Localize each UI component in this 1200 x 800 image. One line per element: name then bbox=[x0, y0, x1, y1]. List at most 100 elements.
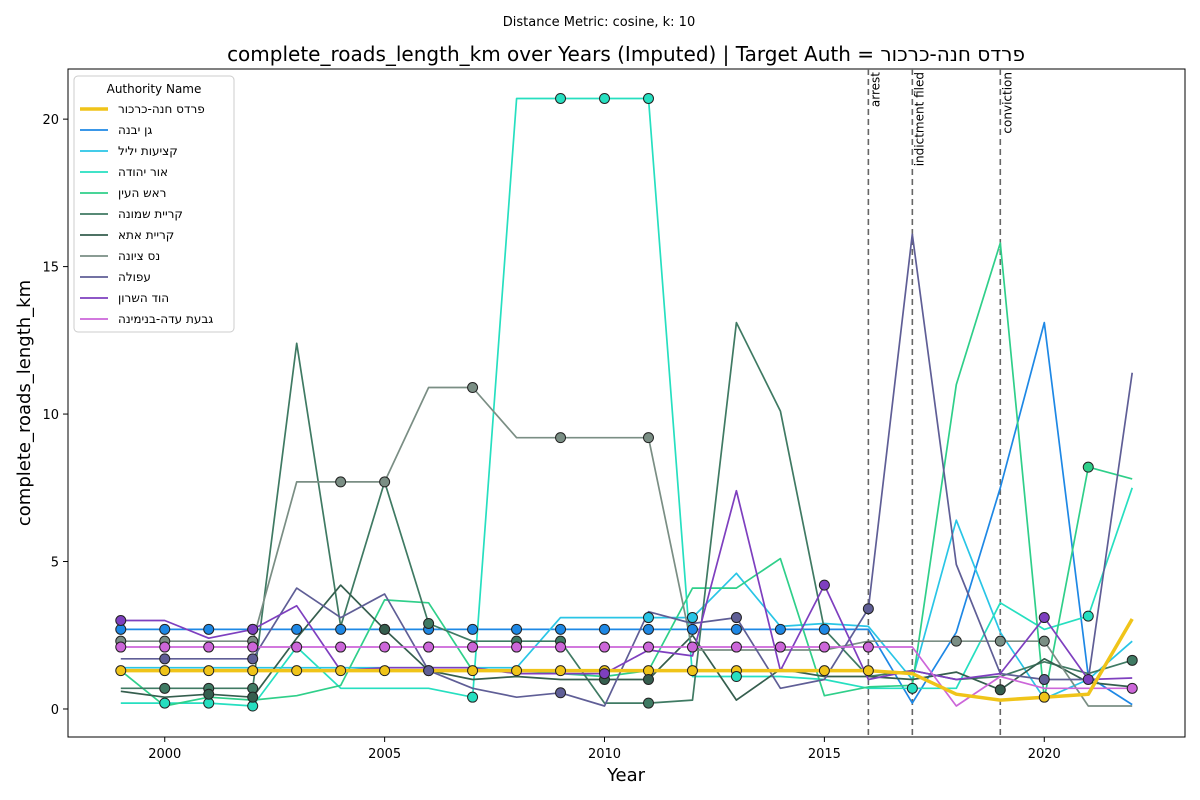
event-label: conviction bbox=[1000, 72, 1014, 134]
data-point bbox=[1038, 691, 1050, 703]
data-point bbox=[159, 653, 171, 665]
series-line bbox=[120, 386, 1133, 707]
y-tick-label: 10 bbox=[42, 408, 59, 423]
legend-title: Authority Name bbox=[107, 82, 202, 96]
data-point bbox=[335, 476, 347, 488]
legend-label: קציעות יליל bbox=[118, 144, 178, 158]
data-point bbox=[511, 665, 523, 677]
series-line bbox=[120, 321, 1133, 706]
data-point bbox=[642, 623, 654, 635]
series-line bbox=[120, 584, 1133, 701]
data-point bbox=[818, 623, 830, 635]
figure-suptitle: Distance Metric: cosine, k: 10 bbox=[503, 15, 695, 30]
data-point bbox=[686, 641, 698, 653]
data-point bbox=[642, 641, 654, 653]
legend: Authority Name פרדס חנה-כרכור גן יבנה קציע… bbox=[73, 75, 235, 333]
data-point bbox=[379, 476, 391, 488]
data-point bbox=[203, 623, 215, 635]
data-point bbox=[555, 641, 567, 653]
legend-label: אור יהודה bbox=[118, 165, 168, 179]
data-point bbox=[599, 641, 611, 653]
data-point bbox=[467, 382, 479, 394]
data-point bbox=[1082, 610, 1094, 622]
data-point bbox=[115, 641, 127, 653]
data-point bbox=[686, 623, 698, 635]
data-point bbox=[511, 623, 523, 635]
data-point bbox=[686, 665, 698, 677]
data-point bbox=[555, 665, 567, 677]
y-tick-label: 5 bbox=[51, 556, 59, 571]
data-point bbox=[994, 635, 1006, 647]
series-line bbox=[120, 618, 1134, 702]
data-point bbox=[115, 615, 127, 627]
legend-label: פרדס חנה-כרכור bbox=[118, 102, 205, 116]
data-point bbox=[247, 665, 259, 677]
data-point bbox=[1126, 682, 1138, 694]
series-line bbox=[120, 489, 1133, 681]
data-point bbox=[115, 665, 127, 677]
data-point bbox=[730, 612, 742, 624]
legend-box bbox=[73, 75, 235, 333]
data-point bbox=[379, 641, 391, 653]
data-point bbox=[159, 665, 171, 677]
data-point bbox=[730, 671, 742, 683]
data-point bbox=[1038, 673, 1050, 685]
data-point bbox=[203, 688, 215, 700]
data-point bbox=[1038, 612, 1050, 624]
data-point bbox=[1082, 673, 1094, 685]
legend-label: קריית אתא bbox=[118, 228, 174, 242]
x-axis: 2000 2005 2010 2015 2020 bbox=[148, 737, 1061, 762]
y-axis-label: complete_roads_length_km bbox=[14, 280, 35, 526]
data-point bbox=[379, 665, 391, 677]
data-point bbox=[555, 92, 567, 104]
legend-label: הוד השרון bbox=[118, 291, 169, 305]
event-markers: arrest indictment filed conviction bbox=[867, 69, 1014, 737]
x-tick-label: 2000 bbox=[148, 747, 181, 762]
data-point bbox=[862, 665, 874, 677]
data-point bbox=[774, 641, 786, 653]
legend-label: ראש העין bbox=[118, 186, 166, 200]
data-point bbox=[555, 623, 567, 635]
data-point bbox=[642, 673, 654, 685]
series-line bbox=[120, 519, 1133, 700]
data-point bbox=[335, 665, 347, 677]
data-point bbox=[159, 697, 171, 709]
legend-label: נס ציונה bbox=[118, 249, 160, 263]
event-label: arrest bbox=[868, 72, 882, 107]
data-point bbox=[818, 641, 830, 653]
event-label: indictment filed bbox=[912, 72, 926, 166]
data-point bbox=[247, 623, 259, 635]
data-point bbox=[423, 641, 435, 653]
data-point bbox=[467, 641, 479, 653]
y-tick-label: 20 bbox=[42, 113, 59, 128]
x-axis-label: Year bbox=[606, 765, 646, 786]
data-point bbox=[423, 617, 435, 629]
data-point bbox=[599, 92, 611, 104]
series-markers bbox=[115, 92, 1138, 712]
data-point bbox=[818, 665, 830, 677]
data-point bbox=[291, 623, 303, 635]
data-point bbox=[774, 623, 786, 635]
data-point bbox=[291, 641, 303, 653]
data-point bbox=[555, 432, 567, 444]
data-point bbox=[950, 635, 962, 647]
legend-label: גבעת עדה-בנימינה bbox=[118, 312, 213, 326]
series-line bbox=[120, 97, 1134, 707]
x-tick-label: 2015 bbox=[808, 747, 841, 762]
data-point bbox=[994, 684, 1006, 696]
data-point bbox=[247, 653, 259, 665]
series-line bbox=[120, 242, 1133, 707]
series-line bbox=[120, 646, 1133, 707]
legend-label: עפולה bbox=[118, 270, 151, 284]
data-point bbox=[862, 641, 874, 653]
data-point bbox=[1038, 635, 1050, 647]
data-point bbox=[247, 691, 259, 703]
legend-label: קריית שמונה bbox=[118, 207, 183, 221]
data-point bbox=[862, 603, 874, 615]
data-point bbox=[511, 641, 523, 653]
legend-items: פרדס חנה-כרכור גן יבנה קציעות יליל אור יהוד… bbox=[80, 102, 213, 326]
data-point bbox=[467, 623, 479, 635]
legend-label: גן יבנה bbox=[118, 123, 152, 137]
